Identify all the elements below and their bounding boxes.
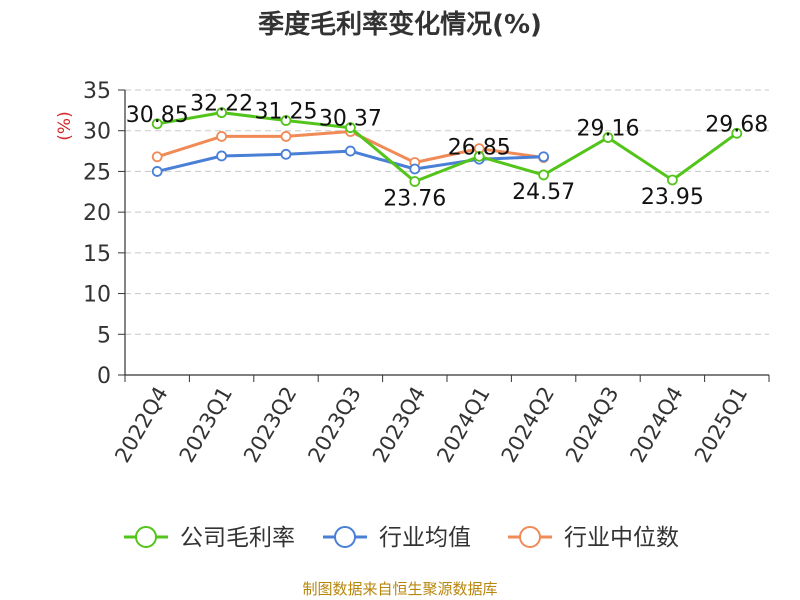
y-tick-label: 35 xyxy=(83,79,111,104)
series-point xyxy=(602,132,614,143)
data-label: 32.22 xyxy=(190,92,253,117)
series-point xyxy=(280,148,292,160)
data-label: 23.76 xyxy=(383,187,446,212)
x-tick-label: 2023Q4 xyxy=(368,383,430,467)
series-point xyxy=(538,151,549,163)
x-tick-label: 2023Q3 xyxy=(303,383,365,467)
series-point xyxy=(216,107,228,119)
x-tick-label: 2023Q1 xyxy=(175,383,237,467)
data-label: 26.85 xyxy=(448,135,511,160)
x-tick-label: 2024Q1 xyxy=(432,383,494,467)
series-point xyxy=(216,150,228,162)
series-point xyxy=(409,176,421,187)
x-tick-label: 2022Q4 xyxy=(110,383,172,467)
legend: 公司毛利率 行业均值 行业中位数 xyxy=(124,525,679,551)
legend-label: 行业均值 xyxy=(379,525,471,551)
data-label: 30.37 xyxy=(319,107,382,132)
series-point xyxy=(151,151,163,163)
data-label: 31.25 xyxy=(255,100,318,125)
series-point xyxy=(151,118,163,130)
x-tick-label: 2023Q2 xyxy=(239,383,301,467)
y-tick-label: 20 xyxy=(83,201,111,226)
series-point xyxy=(731,127,743,139)
series-point xyxy=(280,115,292,126)
y-tick-label: 10 xyxy=(83,283,111,308)
x-tick-label: 2024Q4 xyxy=(625,383,687,467)
legend-marker xyxy=(334,526,356,548)
y-tick-label: 5 xyxy=(97,323,111,348)
x-tick-label: 2024Q2 xyxy=(497,383,559,467)
y-tick-label: 30 xyxy=(83,120,111,145)
data-label: 23.95 xyxy=(641,185,704,210)
data-label: 29.16 xyxy=(577,117,640,142)
series-point xyxy=(409,163,421,175)
source-note: 制图数据来自恒生聚源数据库 xyxy=(302,580,497,598)
x-tick-label: 2024Q3 xyxy=(561,383,623,467)
series-point xyxy=(344,145,356,157)
series-point xyxy=(473,150,485,162)
data-label: 30.85 xyxy=(126,103,189,128)
series-point xyxy=(667,174,678,186)
series-line xyxy=(155,111,739,183)
series-point xyxy=(216,131,228,142)
series-point xyxy=(151,166,163,177)
legend-marker xyxy=(519,526,541,548)
data-label: 24.57 xyxy=(512,180,575,205)
legend-marker xyxy=(135,526,157,548)
x-tick-label: 2025Q1 xyxy=(690,383,752,467)
y-tick-label: 0 xyxy=(97,364,111,389)
legend-label: 行业中位数 xyxy=(564,525,679,551)
grid xyxy=(125,89,769,335)
series-point xyxy=(344,122,356,134)
y-tick-label: 25 xyxy=(83,160,111,185)
series-lines xyxy=(151,107,743,187)
series-point xyxy=(280,131,292,142)
legend-label: 公司毛利率 xyxy=(180,525,295,551)
y-tick-label: 15 xyxy=(83,242,111,267)
series-point xyxy=(538,169,549,181)
data-label: 29.68 xyxy=(705,112,768,137)
y-axis-unit: (%) xyxy=(55,111,75,140)
chart-title: 季度毛利率变化情况(%) xyxy=(258,9,542,40)
